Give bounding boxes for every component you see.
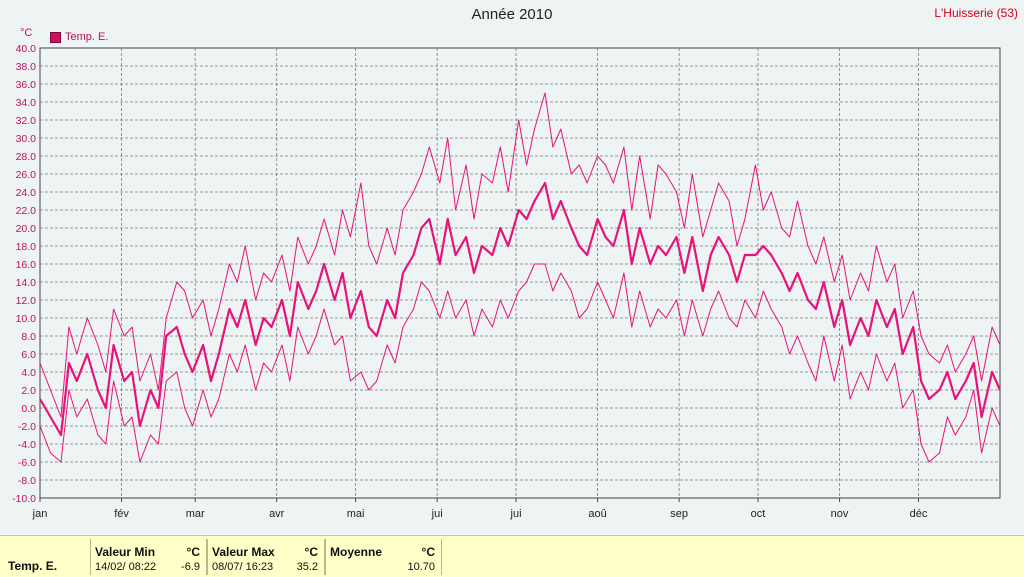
y-axis-ticks: -10.0 -8.0 -6.0 -4.0 -2.0 0.0 2.0 4.0 6.0 8.0 10.0…: [12, 43, 36, 505]
legend-label: Temp. E.: [65, 31, 109, 43]
x-tick-label: fév: [114, 508, 129, 520]
min-value-box: Valeur Min °C 14/02/ 08:22 -6.9: [90, 539, 207, 575]
y-tick-label: 22.0: [16, 205, 37, 217]
plot-area: [39, 47, 1001, 499]
min-label: Valeur Min: [95, 545, 156, 559]
x-axis-ticks: jan fév mar avr mai jui jui aoû sep oct nov déc: [32, 498, 928, 520]
y-tick-label: -10.0: [12, 493, 36, 505]
y-tick-label: 38.0: [16, 61, 37, 73]
x-tick-label: oct: [751, 508, 766, 520]
y-tick-label: -8.0: [18, 475, 36, 487]
average-label: Moyenne: [330, 545, 383, 559]
y-tick-label: 36.0: [16, 79, 37, 91]
y-tick-label: 4.0: [21, 367, 36, 379]
grid-lines: [40, 48, 1000, 498]
station-name: L'Huisserie (53): [934, 6, 1018, 20]
x-tick-label: mar: [186, 508, 205, 520]
max-value-box: Valeur Max °C 08/07/ 16:23 35.2: [207, 539, 325, 575]
footer-series-name: Temp. E.: [8, 559, 58, 573]
y-tick-label: 10.0: [16, 313, 37, 325]
x-tick-label: jui: [431, 508, 443, 520]
max-label: Valeur Max: [212, 545, 275, 559]
legend-swatch: [50, 31, 61, 43]
y-tick-label: 20.0: [16, 223, 37, 235]
max-value: 35.2: [296, 561, 318, 573]
y-tick-label: 32.0: [16, 115, 37, 127]
y-tick-label: 6.0: [21, 349, 36, 361]
y-tick-label: 26.0: [16, 169, 37, 181]
y-tick-label: 18.0: [16, 241, 37, 253]
y-tick-label: 28.0: [16, 151, 37, 163]
max-unit: °C: [304, 545, 318, 559]
max-date: 08/07/ 16:23: [212, 561, 274, 573]
average-unit: °C: [421, 545, 435, 559]
min-unit: °C: [186, 545, 200, 559]
y-tick-label: -6.0: [18, 457, 36, 469]
min-date: 14/02/ 08:22: [95, 561, 157, 573]
y-tick-label: 8.0: [21, 331, 36, 343]
y-tick-label: 2.0: [21, 385, 36, 397]
temperature-chart: -10.0 -8.0 -6.0 -4.0 -2.0 0.0 2.0 4.0 6.0 8.0 10.0…: [12, 43, 1002, 520]
x-tick-label: nov: [831, 508, 849, 520]
x-tick-label: mai: [347, 508, 365, 520]
x-tick-label: sep: [670, 508, 688, 520]
series-line-max: [39, 92, 1001, 418]
legend: Temp. E.: [50, 31, 108, 43]
series-line-mean: [39, 181, 1002, 437]
y-tick-label: -4.0: [18, 439, 36, 451]
x-tick-label: avr: [269, 508, 285, 520]
chart-title: Année 2010: [471, 6, 553, 23]
x-tick-label: jui: [510, 508, 522, 520]
summary-footer: Temp. E. Valeur Min °C 14/02/ 08:22 -6.9…: [0, 535, 1024, 577]
y-tick-label: 16.0: [16, 259, 37, 271]
y-axis-unit: °C: [20, 27, 33, 39]
y-tick-label: 30.0: [16, 133, 37, 145]
average-value: 10.70: [407, 561, 435, 573]
y-tick-label: 34.0: [16, 97, 37, 109]
y-tick-label: 12.0: [16, 295, 37, 307]
x-tick-label: jan: [32, 508, 48, 520]
average-box: Moyenne °C 10.70: [325, 539, 442, 575]
series-lines: [39, 92, 1002, 463]
y-tick-label: 40.0: [16, 43, 37, 55]
y-tick-label: -2.0: [18, 421, 36, 433]
x-tick-label: aoû: [588, 508, 606, 520]
min-value: -6.9: [181, 561, 200, 573]
series-line-min: [39, 263, 1001, 463]
x-tick-label: déc: [910, 508, 928, 520]
y-tick-label: 14.0: [16, 277, 37, 289]
y-tick-label: 24.0: [16, 187, 37, 199]
y-tick-label: 0.0: [21, 403, 36, 415]
